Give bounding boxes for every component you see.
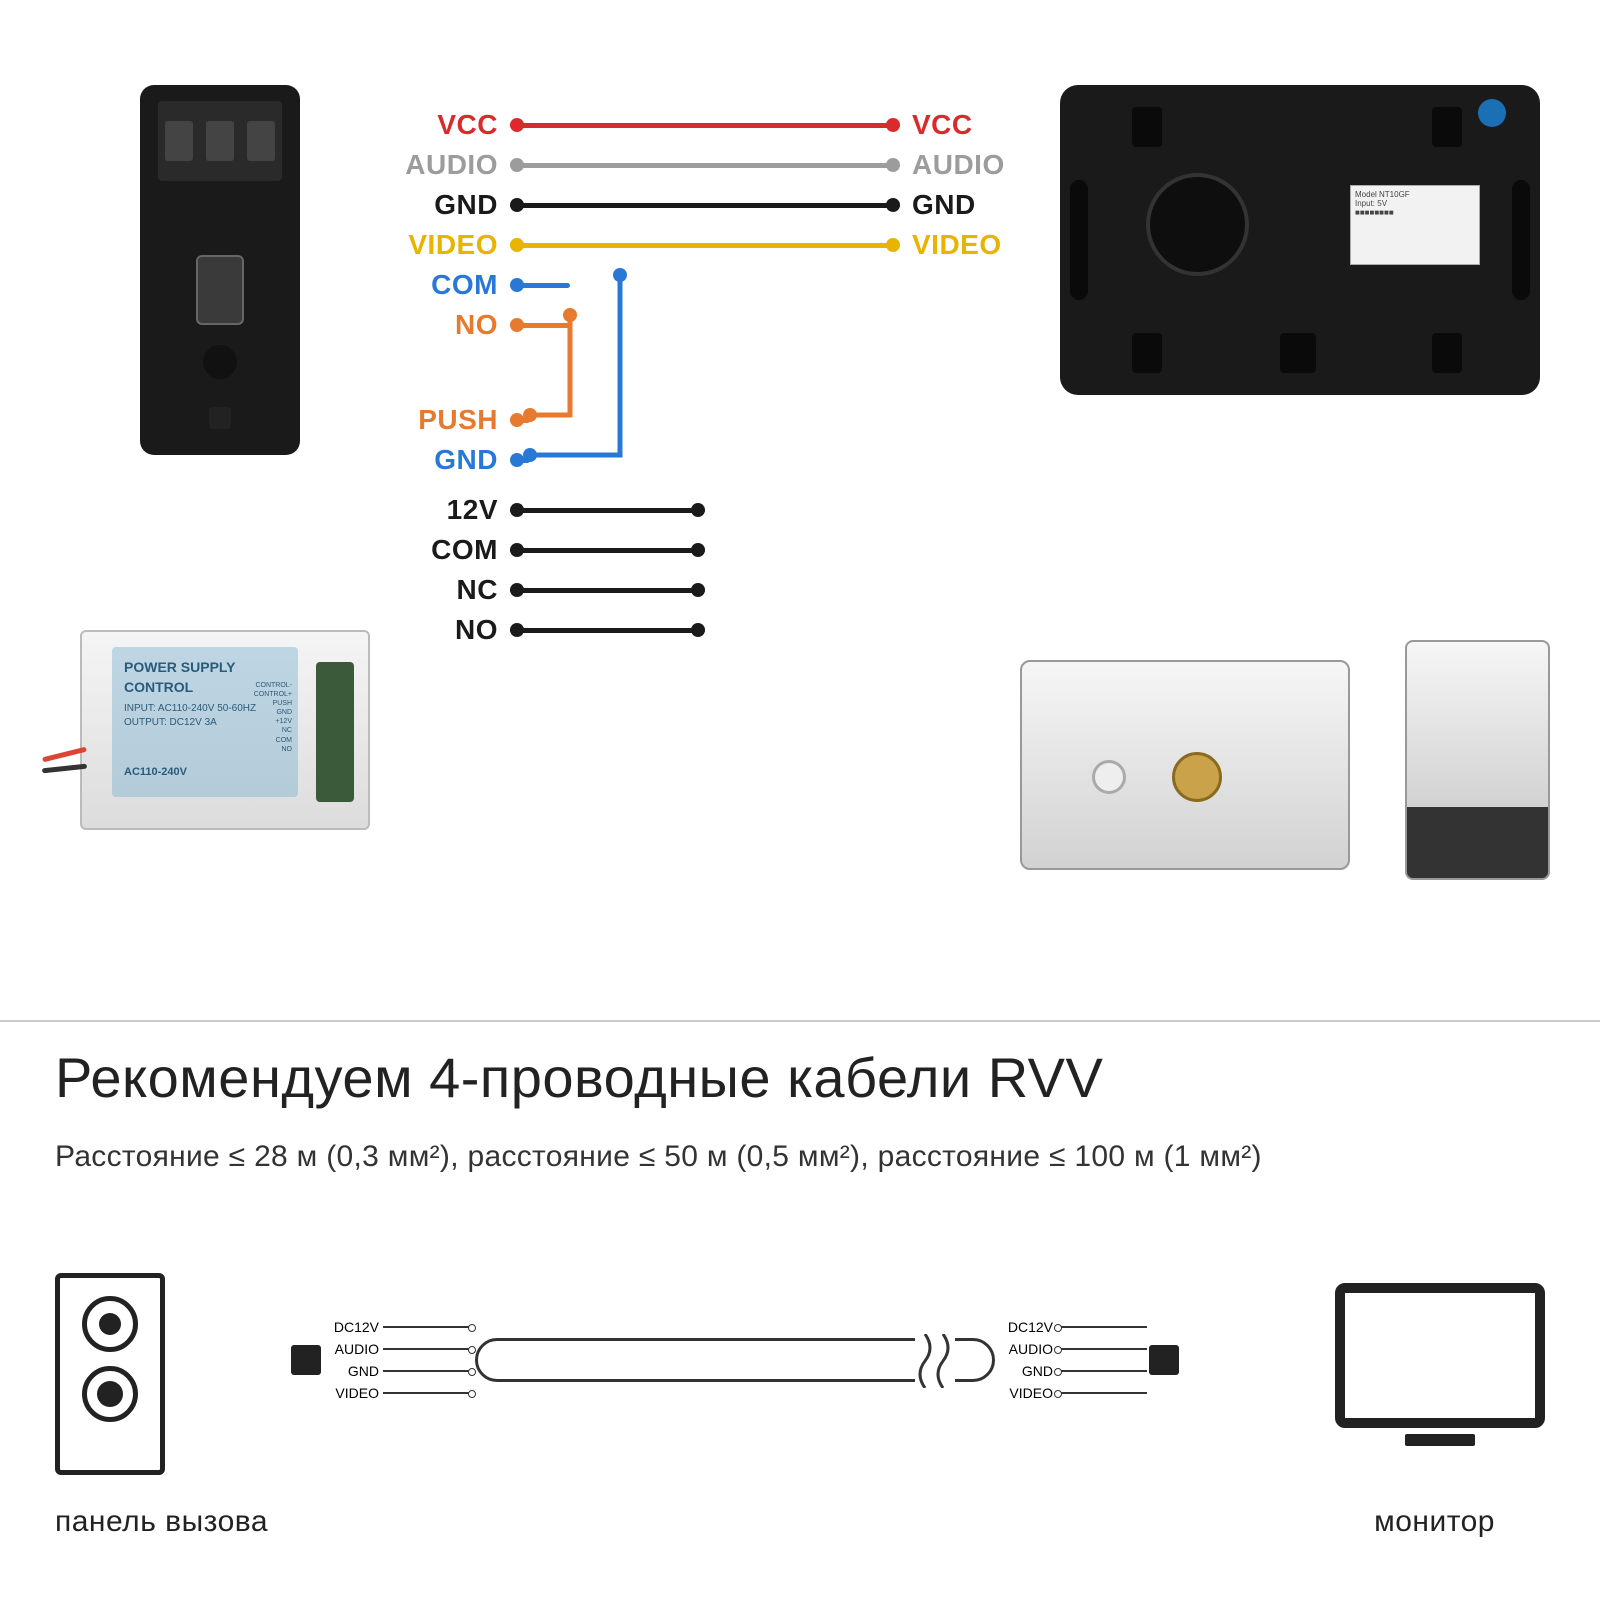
wire-label-left: NO: [380, 309, 510, 341]
cable-diagram: DC12VAUDIOGNDVIDEO DC12VAUDIOGNDVIDEO: [55, 1255, 1545, 1485]
cable-mini-label: GND: [997, 1360, 1147, 1382]
wire-row: AUDIO AUDIO: [380, 145, 1030, 185]
cable: DC12VAUDIOGNDVIDEO DC12VAUDIOGNDVIDEO: [315, 1310, 1155, 1410]
cable-mini-label: VIDEO: [997, 1382, 1147, 1404]
cable-mini-label: GND: [323, 1360, 473, 1382]
wire-label-left: NC: [380, 574, 510, 606]
wire-row: COM: [380, 530, 1030, 570]
wire-label-right: VCC: [900, 109, 1030, 141]
caption-left: панель вызова: [55, 1505, 268, 1539]
wire-line: [510, 163, 900, 168]
caption-right: монитор: [1374, 1505, 1495, 1539]
wire-row: COM: [380, 265, 1030, 305]
wire-label-left: VIDEO: [380, 229, 510, 261]
wire-label-left: COM: [380, 269, 510, 301]
wire-label-left: COM: [380, 534, 510, 566]
wire-row: VCC VCC: [380, 105, 1030, 145]
divider: [0, 1020, 1600, 1022]
wire-row: VIDEO VIDEO: [380, 225, 1030, 265]
wire-row: NC: [380, 570, 1030, 610]
wire-row: NO: [380, 305, 1030, 345]
lower-section: Рекомендуем 4-проводные кабели RVV Расст…: [55, 1045, 1545, 1174]
cable-mini-label: DC12V: [323, 1316, 473, 1338]
upper-diagram: Model NT10GFInput: 5V■■■■■■■■ POWER SUPP…: [60, 50, 1540, 980]
monitor-label: Model NT10GFInput: 5V■■■■■■■■: [1350, 185, 1480, 265]
wire-row: PUSH: [380, 400, 1030, 440]
wire-line: [510, 203, 900, 208]
cable-mini-label: AUDIO: [323, 1338, 473, 1360]
wire-line: [510, 588, 705, 593]
wire-diagram: VCC VCC AUDIO AUDIO GND GND VIDEO VIDEO …: [380, 105, 1030, 650]
wire-line: [510, 418, 530, 423]
cable-mini-label: AUDIO: [997, 1338, 1147, 1360]
wire-label-left: GND: [380, 189, 510, 221]
wire-line: [510, 458, 530, 463]
psu-l3: AC110-240V: [124, 765, 286, 781]
wire-label-right: AUDIO: [900, 149, 1030, 181]
call-panel-device: [140, 85, 300, 455]
power-supply: POWER SUPPLY CONTROL INPUT: AC110-240V 5…: [80, 630, 370, 830]
call-panel-icon: [55, 1273, 165, 1475]
wire-label-left: AUDIO: [380, 149, 510, 181]
monitor-icon: [1335, 1283, 1545, 1458]
wire-row: GND GND: [380, 185, 1030, 225]
monitor-device: Model NT10GFInput: 5V■■■■■■■■: [1060, 85, 1540, 395]
wire-line: [510, 243, 900, 248]
wire-label-left: NO: [380, 614, 510, 646]
wire-line: [510, 628, 705, 633]
cable-mini-label: VIDEO: [323, 1382, 473, 1404]
wire-label-left: VCC: [380, 109, 510, 141]
wire-line: [510, 508, 705, 513]
wire-label-right: VIDEO: [900, 229, 1030, 261]
wire-line: [510, 123, 900, 128]
wire-line: [510, 548, 705, 553]
wire-line: [510, 323, 570, 328]
wire-label-right: GND: [900, 189, 1030, 221]
subheading: Расстояние ≤ 28 м (0,3 мм²), расстояние …: [55, 1140, 1545, 1174]
wire-row: GND: [380, 440, 1030, 480]
heading: Рекомендуем 4-проводные кабели RVV: [55, 1045, 1545, 1110]
wire-label-left: GND: [380, 444, 510, 476]
wire-line: [510, 283, 570, 288]
wire-row: NO: [380, 610, 1030, 650]
cable-break-icon: [915, 1334, 955, 1388]
cable-mini-label: DC12V: [997, 1316, 1147, 1338]
wire-row: 12V: [380, 490, 1030, 530]
wire-label-left: PUSH: [380, 404, 510, 436]
door-lock: [1020, 640, 1550, 880]
wire-label-left: 12V: [380, 494, 510, 526]
